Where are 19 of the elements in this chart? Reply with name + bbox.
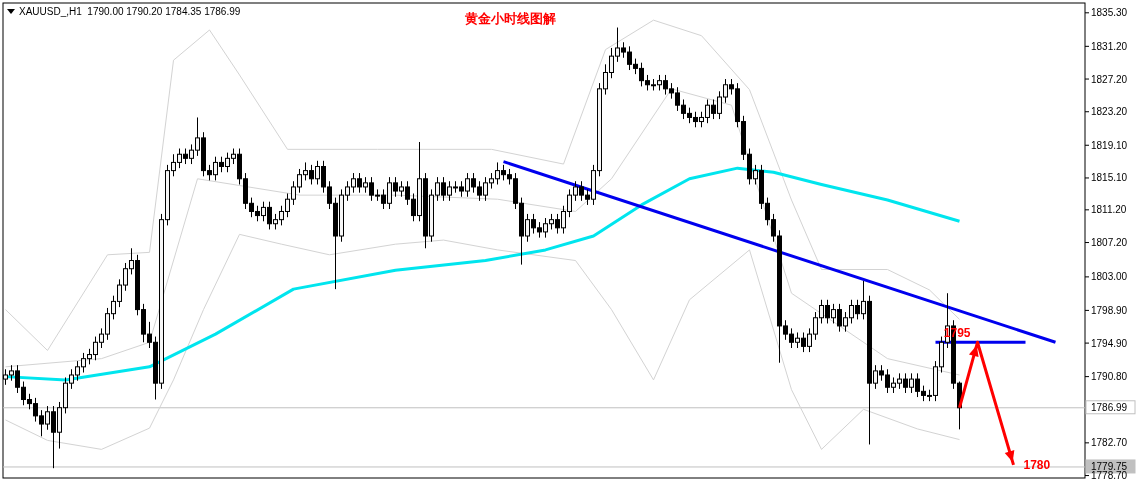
y-tick-label: 1827.20 [1091, 73, 1128, 85]
y-tick-label: 1794.90 [1091, 337, 1128, 349]
y-tick-label: 1811.20 [1091, 204, 1127, 216]
text: 黄金小时线图解 [463, 11, 556, 26]
annotation: XAUUSD_,H1 1790.00 1790.20 1784.35 1786.99 [19, 6, 241, 17]
y-tick-label: 1823.20 [1091, 106, 1128, 118]
y-tick-label: 1819.10 [1091, 139, 1128, 151]
y-tick-label: 1835.30 [1091, 7, 1128, 19]
y-tick-label: 1782.70 [1091, 437, 1128, 449]
ref-line-label: 1779.75 [1091, 461, 1128, 473]
y-tick-label: 1803.00 [1091, 271, 1128, 283]
y-tick-label: 1815.10 [1091, 172, 1128, 184]
annotation: 1780 [1023, 457, 1051, 472]
y-tick-label: 1831.20 [1091, 40, 1128, 52]
ref-line-label: 1786.99 [1091, 402, 1128, 414]
y-tick-label: 1778.70 [1091, 470, 1128, 481]
y-tick-label: 1790.80 [1091, 371, 1128, 383]
y-tick-label: 1798.90 [1091, 304, 1128, 316]
y-tick-label: 1807.20 [1091, 237, 1128, 249]
